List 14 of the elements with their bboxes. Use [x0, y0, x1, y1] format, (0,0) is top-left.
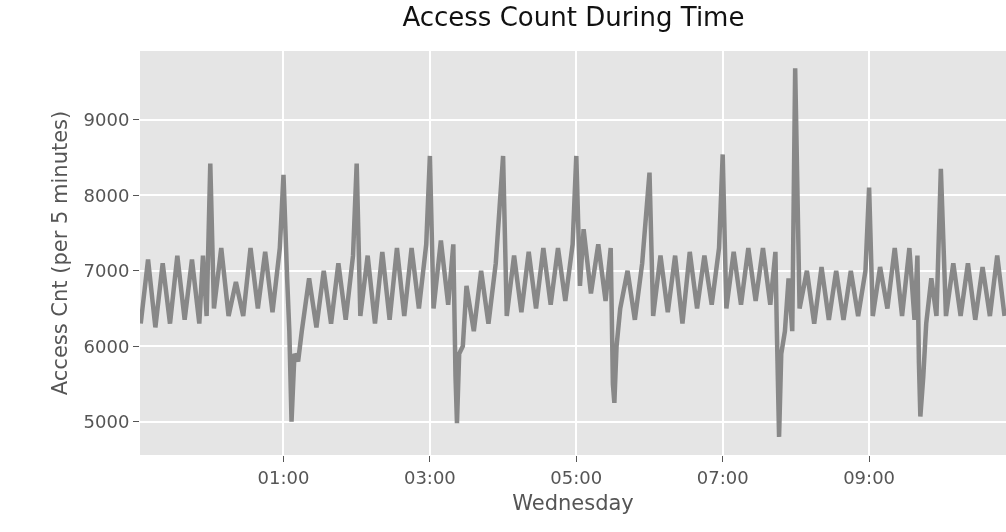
x-tick-label: 03:00 — [403, 466, 456, 488]
x-tick-label: 07:00 — [696, 466, 749, 488]
x-tick-label: 01:00 — [257, 466, 310, 488]
x-tick-label: 05:00 — [550, 466, 603, 488]
line-series — [140, 66, 1006, 440]
x-axis-title: Wednesday — [512, 490, 634, 515]
y-tick-label: 9000 — [83, 109, 130, 131]
y-axis-title: Access Cnt (per 5 minutes) — [47, 110, 72, 396]
y-tick-label: 6000 — [83, 335, 130, 357]
y-tick-label: 8000 — [83, 184, 130, 206]
y-tick-label: 5000 — [83, 411, 130, 433]
chart-title: Access Count During Time — [402, 2, 745, 33]
x-tick-label: 09:00 — [843, 466, 896, 488]
y-tick-label: 7000 — [83, 260, 130, 282]
